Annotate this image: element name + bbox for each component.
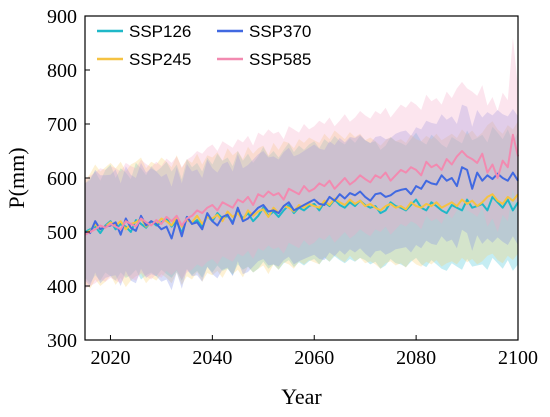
line-ssp585	[84, 133, 519, 236]
y-tick-label: 900	[47, 6, 77, 28]
x-tick-label: 2020	[90, 347, 130, 369]
y-tick-label: 500	[47, 222, 77, 244]
band-ssp126	[85, 126, 518, 284]
y-tick-label: 400	[47, 276, 77, 298]
band-ssp245	[85, 121, 518, 289]
legend-label-ssp126: SSP126	[129, 22, 191, 41]
y-tick-label: 700	[47, 114, 77, 136]
legend: SSP126 SSP370 SSP245 SSP585	[97, 22, 311, 69]
x-axis-title: Year	[281, 384, 322, 409]
legend-label-ssp245: SSP245	[129, 50, 191, 69]
axis-ticks: 2020 2040 2060 2080 2100 300 400 500 600 700 800 90…	[47, 6, 538, 369]
y-tick-label: 800	[47, 60, 77, 82]
x-tick-label: 2100	[498, 347, 538, 369]
series-lines	[84, 133, 519, 240]
band-ssp585	[85, 37, 518, 289]
y-tick-label: 300	[47, 330, 77, 352]
x-tick-label: 2060	[294, 347, 334, 369]
y-tick-label: 600	[47, 168, 77, 190]
band-ssp370	[85, 104, 518, 291]
x-tick-label: 2080	[396, 347, 436, 369]
legend-label-ssp585: SSP585	[249, 50, 311, 69]
x-tick-label: 2040	[192, 347, 232, 369]
line-ssp370	[84, 166, 519, 240]
legend-label-ssp370: SSP370	[249, 22, 311, 41]
y-axis-title: P(mm)	[4, 147, 29, 208]
uncertainty-bands	[85, 37, 518, 291]
